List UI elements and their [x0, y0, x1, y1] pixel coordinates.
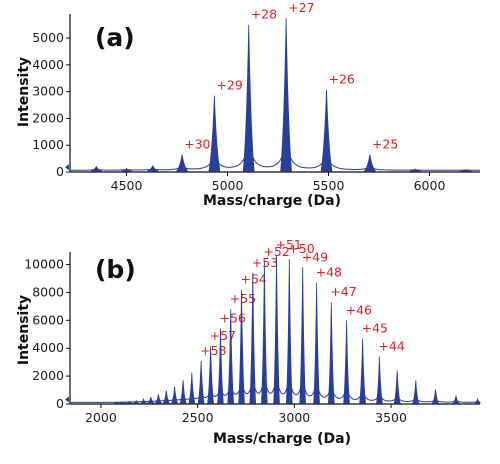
peak-charge-label: +54 [241, 272, 267, 287]
peak [451, 395, 461, 404]
peak [285, 258, 293, 404]
peak [393, 370, 401, 404]
peak [460, 169, 472, 172]
x-tick-label: 5000 [212, 178, 244, 193]
panel-a-x-axis-title: Mass/charge (Da) [203, 193, 341, 209]
peak [90, 165, 102, 172]
panel-b-label: (b) [95, 255, 136, 284]
y-tick-label: 3000 [32, 84, 64, 99]
y-tick-label: 6000 [32, 312, 64, 327]
peak [376, 356, 383, 404]
peak [299, 267, 306, 404]
y-tick-label: 0 [56, 164, 64, 179]
peak [162, 390, 170, 404]
y-tick-label: 1000 [32, 137, 64, 152]
peak [119, 402, 127, 404]
peak [343, 320, 350, 404]
peak [249, 272, 257, 404]
peak [320, 89, 333, 172]
peak [242, 24, 255, 172]
peak [147, 164, 159, 172]
peak [207, 346, 214, 404]
peak [146, 396, 156, 404]
x-tick-label: 5500 [313, 178, 345, 193]
peak [208, 95, 221, 172]
peak-charge-label: +46 [346, 302, 372, 317]
peak [154, 394, 163, 404]
peak [273, 254, 280, 404]
peak-charge-label: +55 [230, 291, 256, 306]
peak-charge-label: +50 [288, 241, 314, 256]
y-tick-label: 2000 [32, 110, 64, 125]
baseline-marker [65, 164, 69, 171]
y-tick-label: 2000 [32, 368, 64, 383]
peak [431, 389, 440, 404]
panel-a: (a) Intensity Mass/charge (Da) 0 1000 2000… [16, 0, 480, 209]
y-tick-label: 0 [56, 396, 64, 411]
y-tick-label: 5000 [32, 30, 64, 45]
peak-charge-label: +29 [216, 78, 242, 93]
peak [175, 154, 189, 172]
panel-a-y-axis-title: Intensity [16, 57, 32, 127]
y-tick-label: 4000 [32, 340, 64, 355]
peak-charge-label: +48 [316, 265, 342, 280]
peak [363, 154, 377, 172]
peak [179, 380, 187, 404]
peak [261, 261, 268, 404]
peak-charge-label: +58 [200, 343, 226, 358]
peak [126, 401, 133, 404]
x-tick-label: 6000 [414, 178, 446, 193]
peak [280, 17, 292, 172]
peak-charge-label: +45 [362, 321, 388, 336]
x-tick-label: 2000 [85, 410, 117, 425]
peak [133, 399, 140, 404]
peak [171, 386, 179, 404]
baseline-marker [65, 396, 69, 403]
peak-charge-label: +25 [372, 137, 398, 152]
peak-charge-label: +51 [276, 237, 302, 252]
peak [121, 167, 133, 172]
peak [217, 328, 224, 404]
panel-a-label: (a) [95, 23, 135, 52]
panel-b: (b) Intensity Mass/charge (Da) 0 2000 4000… [16, 237, 481, 447]
peak-charge-label: +27 [288, 0, 314, 15]
y-tick-label: 10000 [24, 257, 64, 272]
peak-charge-label: +49 [302, 249, 328, 264]
peak-charge-label: +53 [252, 255, 278, 270]
peak-charge-label: +52 [263, 244, 289, 259]
peak-charge-label: +56 [220, 311, 246, 326]
peak [313, 282, 320, 404]
peak [409, 168, 421, 172]
peak [238, 289, 245, 404]
peak-charge-label: +57 [210, 328, 236, 343]
peak [197, 360, 205, 404]
panel-b-x-axis-title: Mass/charge (Da) [213, 431, 351, 447]
y-tick-label: 8000 [32, 284, 64, 299]
peak [412, 380, 420, 404]
x-tick-label: 3500 [375, 410, 407, 425]
peak [227, 309, 235, 404]
peak-charge-label: +28 [251, 7, 277, 22]
x-tick-label: 2500 [182, 410, 214, 425]
x-tick-label: 3000 [278, 410, 310, 425]
peak-charge-label: +44 [378, 339, 404, 354]
peak [474, 397, 481, 404]
peak-charge-label: +47 [330, 284, 356, 299]
peak-charge-label: +26 [329, 72, 355, 87]
peak [188, 372, 196, 404]
y-tick-label: 4000 [32, 57, 64, 72]
panel-b-y-axis-title: Intensity [16, 295, 32, 365]
spectrum-trace [70, 150, 480, 171]
peak-charge-label: +30 [184, 137, 210, 152]
peak [327, 302, 335, 404]
x-tick-label: 4500 [111, 178, 143, 193]
peak [359, 338, 366, 404]
peak [140, 397, 147, 404]
